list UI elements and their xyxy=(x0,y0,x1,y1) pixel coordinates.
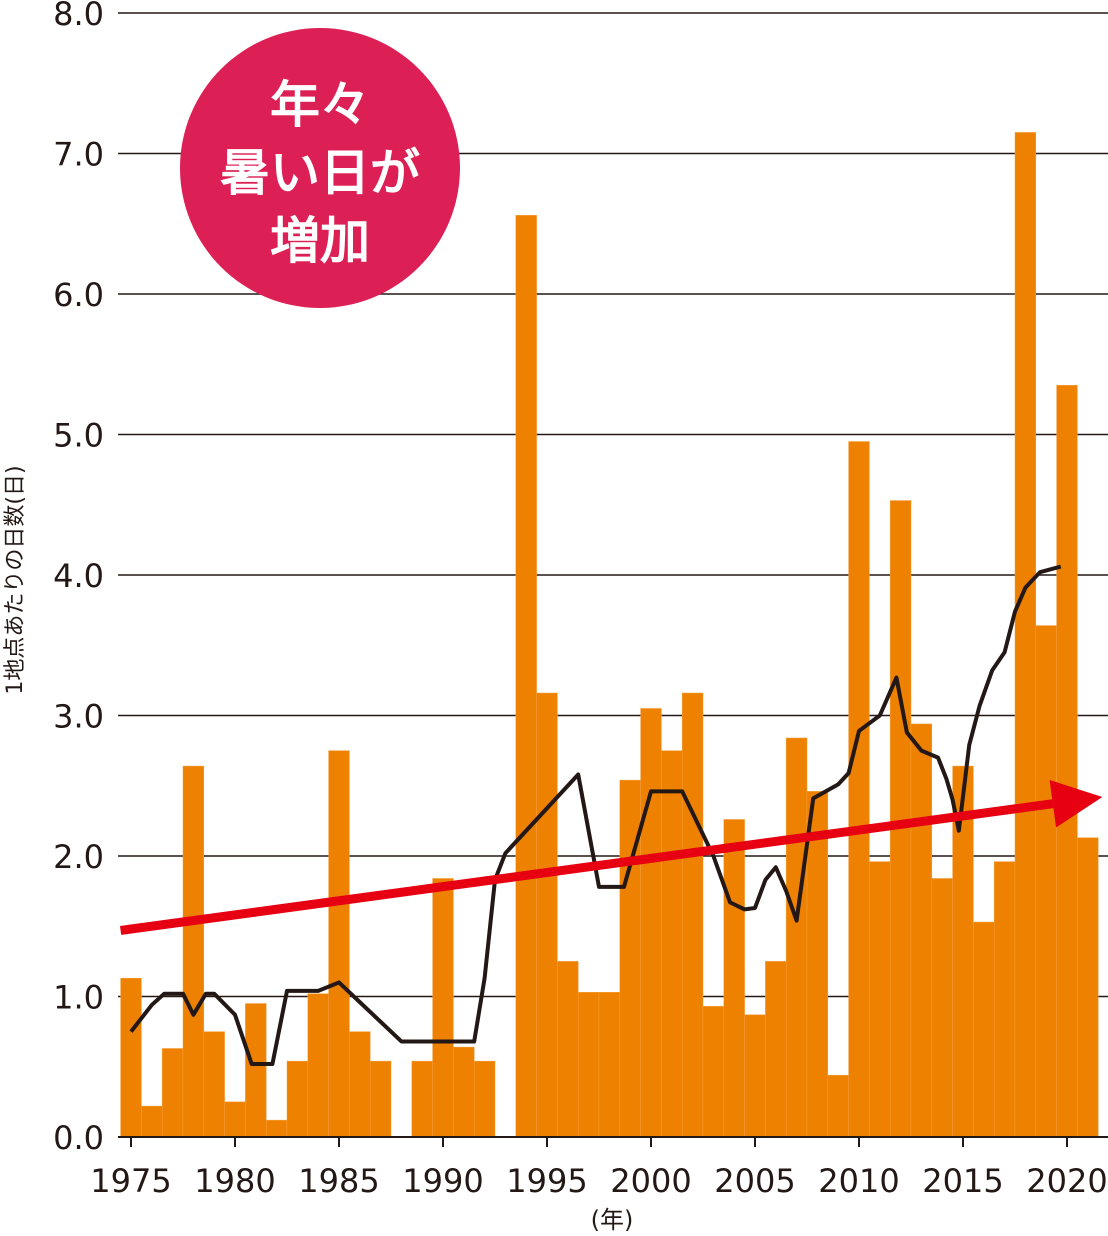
badge-line-2: 暑い日が xyxy=(220,144,420,202)
bar xyxy=(744,1014,766,1138)
bar xyxy=(1077,837,1099,1138)
x-tick-label: 2005 xyxy=(714,1162,795,1200)
trend-line xyxy=(119,799,1054,935)
bar xyxy=(661,750,683,1138)
bar xyxy=(931,878,953,1138)
x-tick-label: 2015 xyxy=(922,1162,1003,1200)
badge-circle xyxy=(180,28,460,308)
y-tick-label: 8.0 xyxy=(53,0,104,33)
bar xyxy=(411,1060,433,1138)
bar xyxy=(785,737,808,1138)
bar xyxy=(765,961,787,1138)
bar xyxy=(640,708,662,1138)
bar xyxy=(265,1119,288,1138)
bar xyxy=(473,1060,496,1138)
y-axis-label: 1地点あたりの日数(日) xyxy=(3,465,28,694)
gridlines: 0.0 1.0 2.0 3.0 4.0 5.0 6.0 7.0 8.0 xyxy=(53,0,1108,1157)
bar xyxy=(1056,385,1078,1138)
trend-arrowhead xyxy=(1049,779,1103,828)
bar xyxy=(557,961,579,1138)
x-tick-label: 2010 xyxy=(818,1162,899,1200)
trend-arrow xyxy=(119,779,1103,935)
x-tick-label: 1985 xyxy=(298,1162,379,1200)
bar xyxy=(369,1060,392,1138)
bar xyxy=(1014,132,1037,1138)
y-tick-label: 6.0 xyxy=(53,276,104,314)
badge-line-1: 年々 xyxy=(270,76,370,134)
bars xyxy=(120,132,1099,1138)
bar xyxy=(577,992,600,1138)
bar xyxy=(307,993,329,1138)
x-tick-label: 1995 xyxy=(506,1162,587,1200)
bar xyxy=(515,215,537,1138)
bar xyxy=(141,1105,163,1138)
bar xyxy=(702,1006,725,1138)
annotation-badge: 年々 暑い日が 増加 xyxy=(180,28,460,308)
bar xyxy=(1035,625,1057,1138)
bar xyxy=(848,441,870,1138)
bar xyxy=(182,765,205,1138)
bar xyxy=(973,921,995,1138)
x-tick-label: 2020 xyxy=(1026,1162,1107,1200)
bar xyxy=(349,1031,371,1138)
y-tick-label: 3.0 xyxy=(53,698,104,736)
bar xyxy=(432,878,454,1138)
y-tick-label: 2.0 xyxy=(53,838,104,876)
y-tick-label: 7.0 xyxy=(53,136,104,174)
x-axis-label: (年) xyxy=(591,1206,634,1234)
bar xyxy=(536,692,558,1138)
bar xyxy=(120,977,142,1138)
badge-line-3: 増加 xyxy=(270,212,370,270)
bar xyxy=(910,723,933,1138)
bar xyxy=(806,791,829,1138)
y-tick-label: 5.0 xyxy=(53,417,104,455)
bar xyxy=(203,1031,225,1138)
bar xyxy=(161,1048,184,1138)
bar xyxy=(224,1101,246,1138)
bar xyxy=(453,1046,475,1138)
bar xyxy=(869,861,891,1138)
bar xyxy=(993,861,1016,1138)
bar xyxy=(245,1003,267,1138)
y-tick-label: 1.0 xyxy=(53,979,104,1017)
y-tick-label: 0.0 xyxy=(53,1119,104,1157)
y-tick-label: 4.0 xyxy=(53,557,104,595)
bar xyxy=(286,1060,309,1138)
x-tick-label: 1975 xyxy=(90,1162,171,1200)
bar xyxy=(328,750,350,1138)
bar xyxy=(723,819,745,1138)
x-tick-label: 1980 xyxy=(194,1162,275,1200)
x-tick-label: 1990 xyxy=(402,1162,483,1200)
x-tick-label: 2000 xyxy=(610,1162,691,1200)
bar xyxy=(889,500,912,1138)
bar xyxy=(827,1074,849,1138)
bar xyxy=(681,692,704,1138)
bar xyxy=(598,992,621,1138)
axes: 1975 1980 1985 1990 1995 2000 2005 2010 2015 2020 xyxy=(90,1136,1108,1200)
